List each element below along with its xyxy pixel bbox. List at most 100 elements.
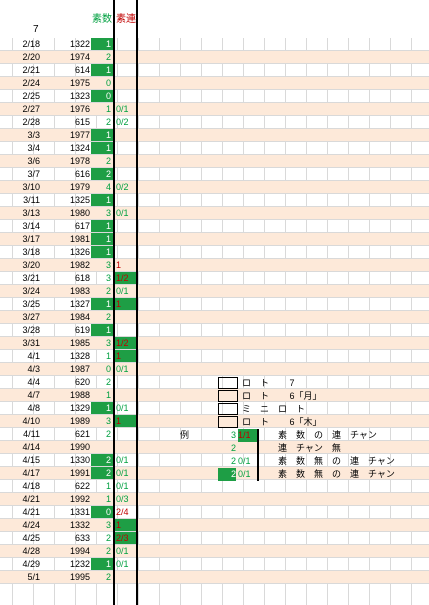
cell-date[interactable]: 2/27 xyxy=(22,104,40,114)
cell-date[interactable]: 4/11 xyxy=(23,429,40,439)
table-row[interactable]: 5/1 1995 2 xyxy=(0,571,429,584)
cell-number[interactable]: 1322 xyxy=(69,39,90,49)
cell-count[interactable]: 1 xyxy=(105,351,111,361)
cell-count[interactable]: 0 xyxy=(91,506,113,518)
table-row[interactable]: 3/14 617 1 xyxy=(0,220,429,233)
cell-count[interactable]: 1 xyxy=(91,64,113,76)
cell-ren[interactable] xyxy=(115,389,138,401)
cell-number[interactable]: 1975 xyxy=(69,78,90,88)
cell-date[interactable]: 3/3 xyxy=(27,130,40,140)
cell-count[interactable]: 1 xyxy=(91,558,113,570)
cell-date[interactable]: 4/7 xyxy=(27,390,40,400)
cell-number[interactable]: 1991 xyxy=(69,468,90,478)
table-row[interactable]: 3/6 1978 2 xyxy=(0,155,429,168)
cell-number[interactable]: 1327 xyxy=(69,299,90,309)
cell-date[interactable]: 4/14 xyxy=(22,442,40,452)
table-row[interactable]: 3/21 618 3 1/2 xyxy=(0,272,429,285)
cell-date[interactable]: 3/20 xyxy=(22,260,40,270)
cell-number[interactable]: 622 xyxy=(74,481,90,491)
cell-count[interactable]: 2 xyxy=(105,117,111,127)
cell-count[interactable]: 1 xyxy=(91,38,113,50)
table-row[interactable]: 4/25 633 2 2/3 xyxy=(0,532,429,545)
cell-number[interactable]: 1323 xyxy=(69,91,90,101)
cell-date[interactable]: 4/24 xyxy=(22,520,40,530)
cell-ren[interactable]: 0/1 xyxy=(116,286,129,296)
cell-ren[interactable] xyxy=(115,311,138,323)
table-row[interactable]: 3/11 1325 1 xyxy=(0,194,429,207)
table-row[interactable]: 4/8 1329 1 0/1 xyxy=(0,402,429,415)
cell-date[interactable]: 3/7 xyxy=(27,169,40,179)
cell-ren[interactable] xyxy=(115,38,138,50)
cell-ren[interactable]: 0/1 xyxy=(116,559,129,569)
cell-date[interactable]: 3/24 xyxy=(22,286,40,296)
cell-number[interactable]: 620 xyxy=(74,377,90,387)
cell-ren[interactable]: 1/2 xyxy=(115,272,138,284)
cell-count[interactable]: 3 xyxy=(105,260,111,270)
table-row[interactable]: 4/21 1331 0 2/4 xyxy=(0,506,429,519)
table-row[interactable]: 4/7 1988 1 xyxy=(0,389,429,402)
cell-number[interactable]: 1232 xyxy=(69,559,90,569)
cell-ren[interactable]: 0/1 xyxy=(116,468,129,478)
cell-number[interactable]: 1984 xyxy=(69,312,90,322)
cell-ren[interactable] xyxy=(115,77,138,89)
cell-date[interactable]: 4/8 xyxy=(27,403,40,413)
cell-count[interactable]: 1 xyxy=(105,390,111,400)
table-row[interactable]: 3/28 619 1 xyxy=(0,324,429,337)
cell-ren[interactable]: 1 xyxy=(115,415,138,427)
cell-date[interactable]: 4/17 xyxy=(22,468,40,478)
cell-ren[interactable]: 0/1 xyxy=(116,208,129,218)
cell-ren[interactable]: 2/3 xyxy=(115,532,138,544)
cell-number[interactable]: 1990 xyxy=(69,442,90,452)
table-row[interactable]: 4/1 1328 1 1 xyxy=(0,350,429,363)
cell-number[interactable]: 1980 xyxy=(69,208,90,218)
table-row[interactable]: 3/3 1977 1 xyxy=(0,129,429,142)
table-row[interactable]: 3/17 1981 1 xyxy=(0,233,429,246)
cell-count[interactable]: 3 xyxy=(105,520,111,530)
table-row[interactable]: 4/14 1990 xyxy=(0,441,429,454)
table-row[interactable]: 2/28 615 2 0/2 xyxy=(0,116,429,129)
cell-ren[interactable]: 0/2 xyxy=(116,117,129,127)
table-row[interactable]: 3/7 616 2 xyxy=(0,168,429,181)
cell-count[interactable]: 2 xyxy=(105,312,111,322)
cell-count[interactable]: 2 xyxy=(105,377,111,387)
cell-number[interactable]: 619 xyxy=(74,325,90,335)
cell-ren[interactable]: 0/1 xyxy=(116,546,129,556)
table-row[interactable]: 3/20 1982 3 1 xyxy=(0,259,429,272)
cell-number[interactable]: 1978 xyxy=(69,156,90,166)
table-row[interactable]: 3/25 1327 1 1 xyxy=(0,298,429,311)
cell-number[interactable]: 618 xyxy=(74,273,90,283)
cell-count[interactable]: 1 xyxy=(91,233,113,245)
cell-number[interactable]: 1977 xyxy=(69,130,90,140)
cell-count[interactable]: 0 xyxy=(91,90,113,102)
cell-date[interactable]: 2/21 xyxy=(22,65,40,75)
cell-count[interactable]: 3 xyxy=(105,416,111,426)
table-row[interactable]: 4/17 1991 2 0/1 xyxy=(0,467,429,480)
cell-number[interactable]: 617 xyxy=(74,221,90,231)
cell-number[interactable]: 1988 xyxy=(69,390,90,400)
table-row[interactable]: 2/21 614 1 xyxy=(0,64,429,77)
table-row[interactable]: 3/27 1984 2 xyxy=(0,311,429,324)
cell-number[interactable]: 1329 xyxy=(69,403,90,413)
cell-date[interactable]: 4/18 xyxy=(22,481,40,491)
cell-count[interactable]: 3 xyxy=(105,338,111,348)
cell-count[interactable]: 1 xyxy=(91,194,113,206)
table-row[interactable]: 2/20 1974 2 xyxy=(0,51,429,64)
cell-ren[interactable]: 1 xyxy=(115,298,138,310)
cell-number[interactable]: 1982 xyxy=(69,260,90,270)
cell-count[interactable]: 1 xyxy=(105,481,111,491)
cell-date[interactable]: 3/25 xyxy=(22,299,40,309)
cell-ren[interactable]: 1 xyxy=(115,350,138,362)
cell-date[interactable]: 3/21 xyxy=(22,273,40,283)
table-row[interactable]: 2/25 1323 0 xyxy=(0,90,429,103)
table-row[interactable]: 4/18 622 1 0/1 xyxy=(0,480,429,493)
table-row[interactable]: 4/4 620 2 xyxy=(0,376,429,389)
table-row[interactable]: 4/21 1992 1 0/3 xyxy=(0,493,429,506)
cell-date[interactable]: 3/28 xyxy=(22,325,40,335)
cell-ren[interactable]: 0/1 xyxy=(116,455,129,465)
table-row[interactable]: 4/11 621 2 xyxy=(0,428,429,441)
cell-count[interactable]: 2 xyxy=(91,467,113,479)
cell-number[interactable]: 1325 xyxy=(69,195,90,205)
cell-ren[interactable]: 0/1 xyxy=(116,403,129,413)
cell-count[interactable]: 2 xyxy=(105,533,111,543)
cell-number[interactable]: 1326 xyxy=(69,247,90,257)
